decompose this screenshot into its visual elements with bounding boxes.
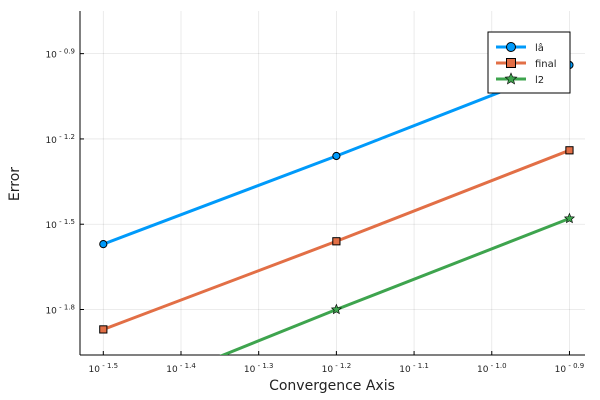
series-l2: [219, 212, 576, 355]
axes: [79, 11, 585, 356]
square-marker: [565, 146, 574, 155]
y-axis-label: Error: [7, 167, 23, 201]
y-tick-labels: 10 - 0.9 10 - 1.2 10 - 1.5 10 - 1.8: [45, 48, 75, 317]
y-tick-label: 10 - 1.5: [45, 218, 75, 231]
legend: lâ final l2: [487, 31, 571, 94]
legend-label: final: [535, 59, 557, 70]
x-tick-label: 10 - 1.3: [244, 362, 274, 375]
legend-label: lâ: [535, 42, 544, 54]
x-tick-label: 10 - 1.4: [166, 362, 196, 375]
x-tick-label: 10 - 0.9: [555, 362, 585, 375]
x-tick-label: 10 - 1.0: [477, 362, 507, 375]
series-l: [99, 60, 574, 249]
x-tick-label: 10 - 1.1: [399, 362, 429, 375]
x-axis-label: Convergence Axis: [269, 378, 395, 394]
x-tick-label: 10 - 1.5: [89, 362, 119, 375]
series-final: [99, 146, 574, 334]
circle-marker: [506, 42, 516, 52]
star-marker: [563, 212, 576, 224]
x-tick-labels: 10 - 1.5 10 - 1.4 10 - 1.3 10 - 1.2 10 - 1.1…: [89, 362, 585, 375]
y-tick-label: 10 - 1.2: [45, 133, 75, 146]
star-marker: [330, 303, 342, 315]
y-tick-label: 10 - 0.9: [45, 48, 75, 61]
star-marker: [504, 72, 518, 85]
square-marker: [99, 325, 108, 334]
circle-marker: [99, 240, 108, 249]
circle-marker: [332, 151, 341, 161]
x-tick-label: 10 - 1.2: [322, 362, 352, 375]
data-series: [99, 60, 576, 355]
square-marker: [506, 58, 516, 68]
y-tick-label: 10 - 1.8: [45, 304, 75, 317]
legend-label: l2: [535, 75, 544, 86]
square-marker: [332, 237, 341, 246]
